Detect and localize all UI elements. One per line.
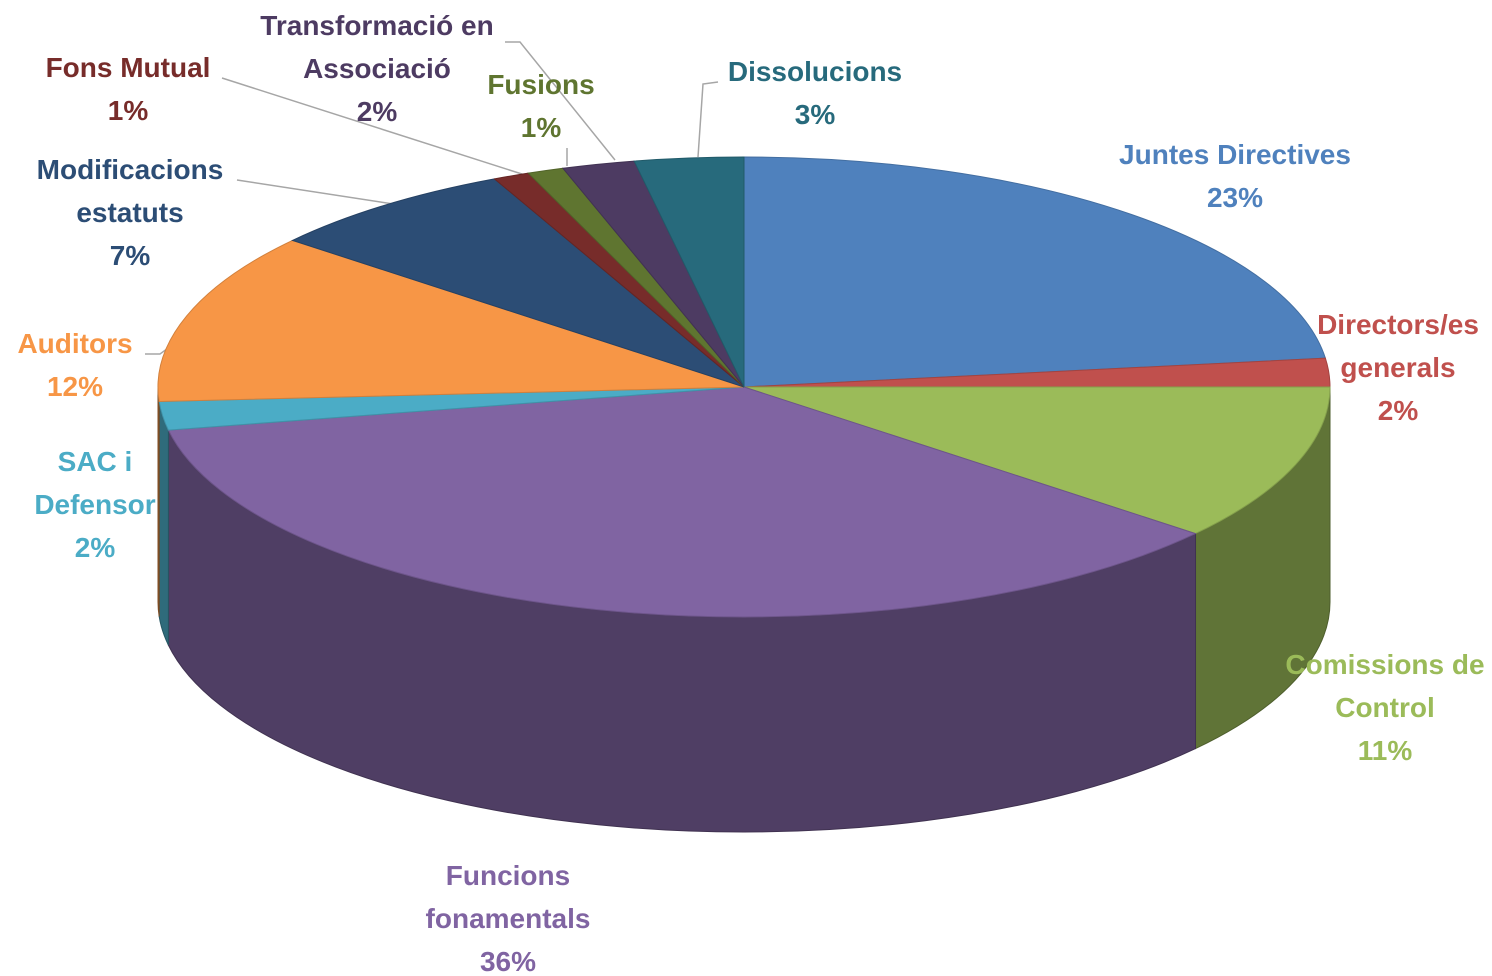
value-label: 3%: [794, 99, 836, 130]
category-label: Fusions: [487, 69, 595, 100]
value-label: 2%: [356, 96, 398, 127]
value-label: 36%: [479, 946, 537, 976]
slice-label: Juntes Directives 23%: [1075, 133, 1395, 219]
leader-line: [505, 41, 616, 161]
value-label: 11%: [1357, 735, 1413, 766]
pie-top: [157, 156, 1331, 618]
pie-slice: [291, 178, 745, 388]
pie-slice: [743, 156, 1327, 388]
category-label: Juntes Directives: [1119, 139, 1351, 170]
pie-slice: [167, 386, 1197, 618]
pie-slice: [743, 386, 1331, 535]
pie-slice: [157, 239, 745, 402]
leader-line: [221, 77, 526, 176]
category-label: Auditors: [17, 328, 133, 359]
slice-label: Transformació en Associació 2%: [237, 4, 517, 133]
slice-label: SAC i Defensor 2%: [20, 440, 170, 569]
leader-lines: [145, 41, 719, 355]
slice-label: Modificacions estatuts 7%: [15, 148, 245, 277]
category-label: Fons Mutual: [45, 52, 211, 83]
slice-label: Fons Mutual 1%: [23, 46, 233, 132]
slice-label: Funcions fonamentals 36%: [393, 854, 623, 976]
leader-line: [697, 81, 719, 158]
value-label: 7%: [109, 240, 151, 271]
slice-label: Fusions 1%: [466, 63, 616, 149]
category-label: Comissions de Control: [1285, 649, 1485, 723]
category-label: Transformació en Associació: [260, 10, 494, 84]
value-label: 23%: [1206, 182, 1264, 213]
slice-label: Auditors 12%: [0, 322, 150, 408]
value-label: 2%: [1377, 395, 1419, 426]
category-label: Modificacions estatuts: [36, 154, 224, 228]
slice-label: Directors/es generals 2%: [1303, 303, 1492, 432]
value-label: 1%: [107, 95, 149, 126]
category-label: SAC i Defensor: [34, 446, 156, 520]
slice-label: Comissions de Control 11%: [1275, 643, 1492, 772]
pie-sides: [157, 386, 1331, 833]
category-label: Directors/es generals: [1317, 309, 1479, 383]
slice-label: Dissolucions 3%: [710, 50, 920, 136]
value-label: 2%: [74, 532, 116, 563]
pie-slice: [633, 156, 745, 388]
category-label: Funcions fonamentals: [425, 860, 591, 934]
value-label: 1%: [520, 112, 562, 143]
leader-line: [236, 179, 401, 206]
value-label: 12%: [46, 371, 104, 402]
category-label: Dissolucions: [727, 56, 903, 87]
